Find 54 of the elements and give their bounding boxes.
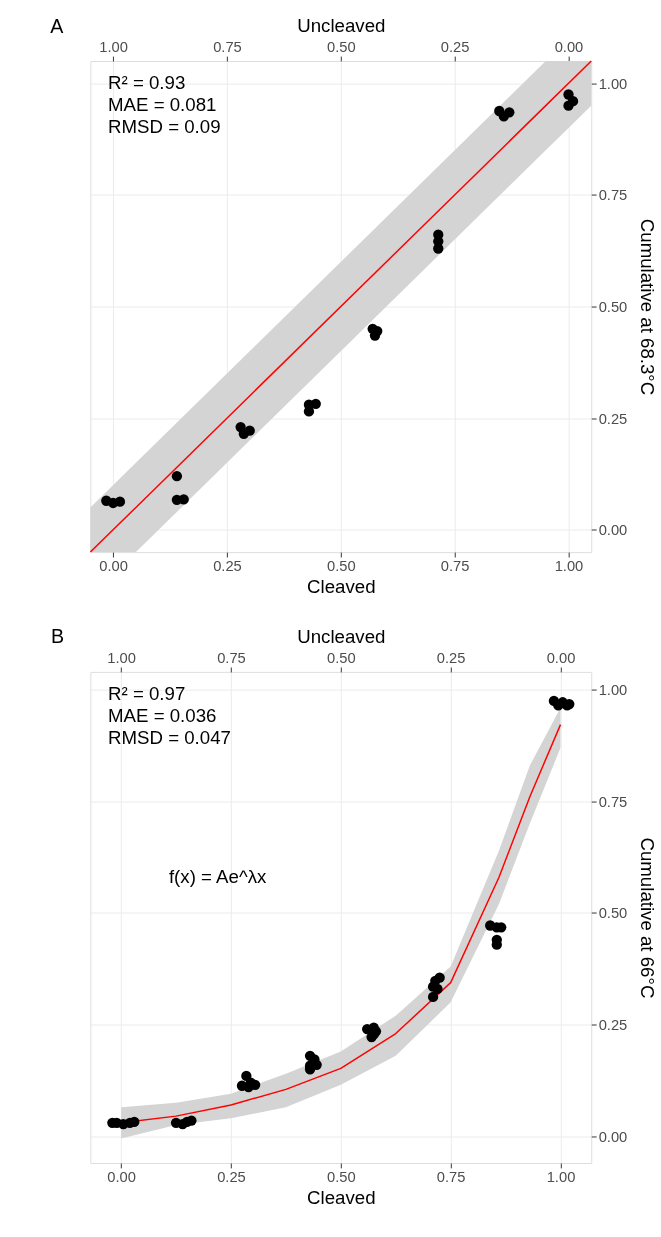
y-tick-label: 1.00 <box>598 75 628 92</box>
x2-tick-label: 0.50 <box>326 649 356 666</box>
y-tick-label: 0.25 <box>598 410 628 427</box>
y-tick-label: 0.00 <box>598 1128 628 1145</box>
x-axis-title: Cleaved <box>307 1186 376 1208</box>
x-tick-label: 0.50 <box>326 558 356 575</box>
x-tick-label: 0.75 <box>440 558 470 575</box>
y-tick-label: 1.00 <box>598 682 628 699</box>
x2-tick-label: 0.75 <box>213 38 242 55</box>
x-tick-label: 1.00 <box>554 558 584 575</box>
point <box>427 991 439 1003</box>
x2-tick-label: 0.00 <box>554 38 584 55</box>
x-tick-label: 0.50 <box>326 1169 356 1186</box>
chart-title: B <box>51 625 65 648</box>
annotation: MAE = 0.081 <box>108 94 217 116</box>
y-tick-label: 0.75 <box>598 187 628 204</box>
annotation: RMSD = 0.047 <box>108 726 231 748</box>
x-tick-label: 0.00 <box>99 558 128 575</box>
y-axis-title: Cumulative at 66°C <box>637 837 659 999</box>
x2-axis-title: Uncleaved <box>297 625 386 647</box>
annotation: MAE = 0.036 <box>108 705 217 726</box>
x2-tick-label: 1.00 <box>99 38 128 55</box>
x-axis-title: Cleaved <box>307 575 376 597</box>
y-tick-label: 0.50 <box>598 298 628 315</box>
point <box>504 107 515 118</box>
annotation: f(x) = Ae^λx <box>168 866 267 888</box>
x-tick-label: 1.00 <box>546 1169 576 1186</box>
y-tick-label: 0.75 <box>598 793 628 810</box>
annotation: R² = 0.97 <box>108 683 186 705</box>
point <box>244 425 255 436</box>
point <box>171 471 183 482</box>
point <box>114 496 126 507</box>
point <box>310 398 321 410</box>
x2-tick-label: 1.00 <box>107 649 136 666</box>
x-tick-label: 0.75 <box>436 1169 466 1186</box>
x2-axis-title: Uncleaved <box>297 15 386 37</box>
point <box>433 243 444 254</box>
point <box>432 983 443 995</box>
x2-tick-label: 0.25 <box>440 38 470 55</box>
annotation: R² = 0.93 <box>108 72 186 94</box>
y-tick-label: 0.00 <box>598 522 628 539</box>
point <box>567 96 579 107</box>
x2-tick-label: 0.50 <box>326 38 356 55</box>
annotation: RMSD = 0.09 <box>108 115 221 137</box>
x2-tick-label: 0.25 <box>436 649 466 666</box>
x-tick-label: 0.25 <box>213 558 242 575</box>
y-tick-label: 0.50 <box>598 905 628 922</box>
x2-tick-label: 0.00 <box>546 649 576 666</box>
x-tick-label: 0.00 <box>107 1169 136 1186</box>
x-tick-label: 0.25 <box>217 1169 246 1186</box>
chart-title: A <box>50 14 65 37</box>
y-tick-label: 0.25 <box>598 1017 628 1033</box>
x2-tick-label: 0.75 <box>217 649 246 666</box>
y-axis-title: Cumulative at 68.3°C <box>637 218 659 396</box>
